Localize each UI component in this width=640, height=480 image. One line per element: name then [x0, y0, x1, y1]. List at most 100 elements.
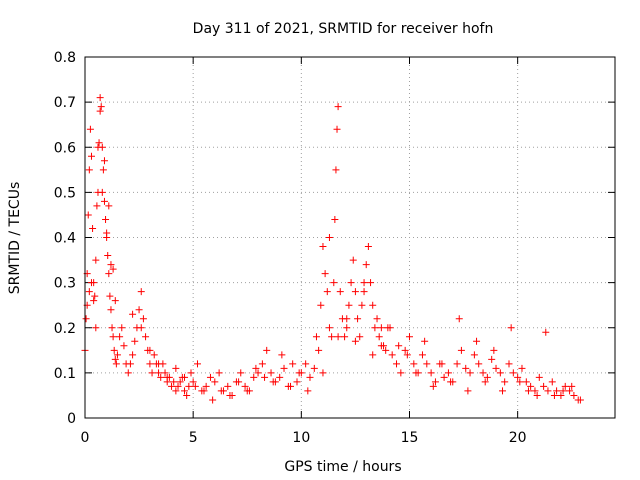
- data-point: [462, 364, 470, 372]
- data-point: [215, 369, 223, 377]
- data-point: [295, 369, 303, 377]
- x-tick-label: 0: [81, 430, 90, 446]
- y-tick-label: 0.2: [54, 321, 76, 337]
- data-point: [397, 369, 405, 377]
- data-point: [118, 324, 126, 332]
- data-point: [206, 373, 214, 381]
- data-point: [200, 387, 208, 395]
- data-point: [427, 369, 435, 377]
- data-point: [321, 270, 329, 278]
- data-point: [490, 346, 498, 354]
- data-point: [109, 333, 117, 341]
- data-point: [488, 355, 496, 363]
- data-point: [553, 387, 561, 395]
- data-point: [287, 382, 295, 390]
- data-point: [107, 306, 115, 314]
- data-point: [126, 360, 134, 368]
- data-point: [155, 369, 163, 377]
- data-point: [496, 369, 504, 377]
- data-point: [354, 315, 362, 323]
- data-point: [113, 351, 121, 359]
- data-point: [347, 279, 355, 287]
- data-point: [568, 382, 576, 390]
- data-point: [499, 387, 507, 395]
- data-point: [107, 261, 115, 269]
- chart-title: Day 311 of 2021, SRMTID for receiver hof…: [193, 21, 494, 37]
- tick-labels: 0 0.1 0.2 0.3 0.4 0.5 0.6 0.7 0.8 0 5 10 15 20: [54, 50, 527, 446]
- data-point: [269, 378, 277, 386]
- data-point: [211, 378, 219, 386]
- data-point: [570, 391, 578, 399]
- data-point: [429, 382, 437, 390]
- data-point: [168, 382, 176, 390]
- data-point: [263, 346, 271, 354]
- y-tick-label: 0.3: [54, 276, 76, 292]
- data-point: [561, 382, 569, 390]
- data-point: [92, 256, 100, 264]
- data-point: [280, 364, 288, 372]
- data-point: [191, 382, 199, 390]
- data-point: [224, 382, 232, 390]
- data-point: [129, 351, 137, 359]
- data-point: [336, 288, 344, 296]
- data-point: [302, 360, 310, 368]
- data-point: [137, 288, 145, 296]
- data-points: [81, 94, 584, 404]
- data-point: [334, 103, 342, 111]
- data-point: [109, 265, 117, 273]
- data-point: [142, 333, 150, 341]
- data-point: [343, 315, 351, 323]
- data-point: [418, 351, 426, 359]
- data-point: [95, 139, 103, 147]
- data-point: [483, 373, 491, 381]
- data-point: [369, 351, 377, 359]
- data-point: [312, 333, 320, 341]
- data-point: [527, 382, 535, 390]
- data-point: [241, 382, 249, 390]
- data-point: [155, 360, 163, 368]
- data-point: [112, 360, 120, 368]
- data-point: [254, 369, 262, 377]
- data-point: [377, 342, 385, 350]
- data-point: [174, 382, 182, 390]
- data-point: [333, 125, 341, 133]
- data-point: [148, 369, 156, 377]
- data-point: [276, 373, 284, 381]
- data-point: [94, 143, 102, 151]
- data-point: [243, 387, 251, 395]
- data-point: [172, 387, 180, 395]
- data-point: [185, 382, 193, 390]
- data-point: [187, 369, 195, 377]
- data-point: [362, 261, 370, 269]
- data-point: [343, 324, 351, 332]
- data-point: [516, 378, 524, 386]
- data-point: [97, 103, 105, 111]
- data-point: [492, 364, 500, 372]
- data-point: [405, 333, 413, 341]
- data-point: [522, 378, 530, 386]
- data-point: [96, 94, 104, 102]
- data-point: [319, 243, 327, 251]
- data-point: [170, 378, 178, 386]
- data-point: [349, 256, 357, 264]
- data-point: [457, 346, 465, 354]
- data-point: [131, 337, 139, 345]
- axis-ticks: [84, 56, 615, 419]
- data-point: [367, 279, 375, 287]
- data-point: [475, 360, 483, 368]
- data-point: [531, 387, 539, 395]
- data-point: [514, 373, 522, 381]
- data-point: [103, 229, 111, 237]
- data-point: [388, 351, 396, 359]
- data-point: [544, 387, 552, 395]
- data-point: [237, 369, 245, 377]
- data-point: [410, 360, 418, 368]
- data-point: [341, 333, 349, 341]
- y-tick-label: 0.8: [54, 50, 76, 66]
- data-point: [87, 152, 95, 160]
- data-point: [501, 378, 509, 386]
- data-point: [120, 342, 128, 350]
- data-point: [267, 369, 275, 377]
- data-point: [479, 369, 487, 377]
- data-point: [124, 369, 132, 377]
